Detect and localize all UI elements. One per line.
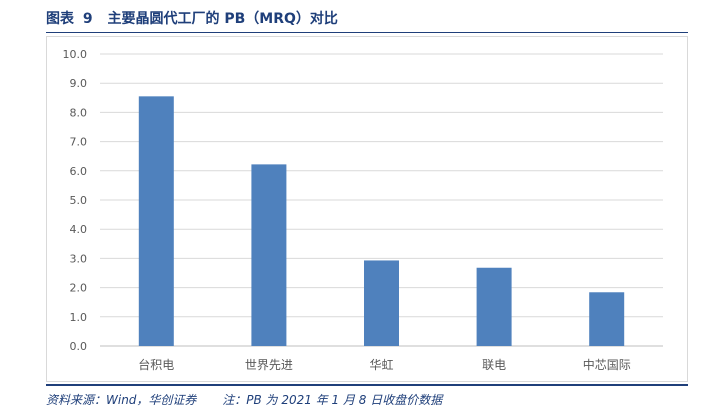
y-tick-label: 6.0 bbox=[70, 165, 88, 178]
figure-title-text: 主要晶圆代工厂的 PB（MRQ）对比 bbox=[107, 11, 338, 27]
x-tick-label: 中芯国际 bbox=[583, 357, 631, 372]
y-tick-label: 10.0 bbox=[63, 48, 88, 61]
footer-rule bbox=[46, 384, 688, 386]
bar-1 bbox=[138, 96, 174, 346]
bar-3 bbox=[364, 260, 399, 346]
figure-number: 9 bbox=[82, 11, 93, 27]
bar-2 bbox=[251, 164, 287, 346]
y-tick-label: 4.0 bbox=[70, 223, 88, 236]
source-line: 资料来源：Wind，华创证券 注：PB 为 2021 年 1 月 8 日收盘价数… bbox=[46, 391, 442, 408]
bar-5 bbox=[589, 292, 625, 346]
y-tick-label: 9.0 bbox=[70, 77, 88, 90]
source-note: 注：PB 为 2021 年 1 月 8 日收盘价数据 bbox=[222, 393, 443, 407]
y-tick-label: 0.0 bbox=[70, 340, 88, 353]
x-tick-label: 台积电 bbox=[138, 357, 174, 372]
y-tick-label: 3.0 bbox=[70, 252, 88, 265]
x-tick-label: 联电 bbox=[482, 358, 506, 372]
figure-title: 图表 9 主要晶圆代工厂的 PB（MRQ）对比 bbox=[46, 8, 338, 28]
y-tick-label: 1.0 bbox=[70, 311, 88, 324]
y-tick-label: 5.0 bbox=[70, 194, 88, 207]
chart-frame bbox=[46, 36, 688, 382]
y-tick-label: 2.0 bbox=[70, 282, 88, 295]
figure-label: 图表 bbox=[46, 11, 74, 27]
y-tick-label: 8.0 bbox=[70, 106, 88, 119]
x-tick-label: 华虹 bbox=[369, 358, 393, 372]
source-text: 资料来源：Wind，华创证券 bbox=[46, 393, 197, 407]
x-tick-label: 世界先进 bbox=[245, 358, 293, 372]
bar-4 bbox=[476, 267, 512, 346]
y-tick-label: 7.0 bbox=[70, 136, 88, 149]
title-rule bbox=[46, 32, 688, 33]
